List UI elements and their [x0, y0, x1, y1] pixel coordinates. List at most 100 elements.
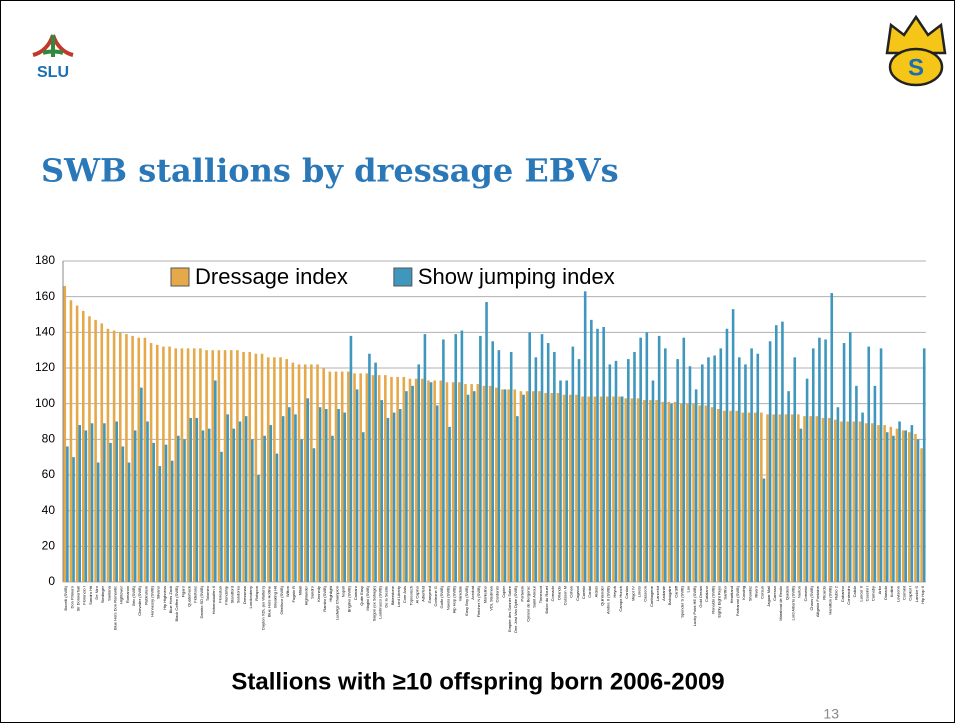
bar	[664, 348, 667, 582]
bar	[747, 412, 751, 582]
bar	[263, 435, 266, 582]
bar	[211, 350, 215, 582]
bar	[396, 376, 399, 582]
bar	[799, 428, 803, 582]
x-tick-label: Highlight	[328, 585, 333, 601]
bar	[439, 380, 443, 582]
bar	[904, 430, 908, 582]
x-tick-label: Ludwigs Champion	[334, 586, 339, 620]
bar	[885, 432, 889, 582]
page-number: 13	[823, 706, 839, 722]
bar	[731, 309, 735, 582]
x-tick-label: Corsun	[760, 586, 765, 599]
bar	[121, 446, 125, 582]
x-tick-label: Rambo (SWB)	[322, 585, 327, 611]
x-tick-label: Blue Hors Zack	[168, 586, 173, 613]
bar	[63, 285, 67, 582]
x-tick-label: Heyoh	[612, 586, 617, 598]
x-tick-label: Sandro Hit	[88, 585, 93, 605]
bar	[618, 396, 621, 582]
bar	[892, 435, 895, 582]
bar	[359, 373, 362, 582]
x-tick-label: Dayton XDL (ex Walters)	[260, 585, 265, 630]
slide-title: SWB stallions by dressage EBVs	[41, 152, 619, 190]
bar	[735, 410, 738, 582]
x-tick-label: Carsson M	[562, 586, 567, 605]
bar	[830, 293, 834, 582]
x-tick-label: Easy Boy (SWB)	[464, 585, 469, 615]
x-tick-label: Lancer II	[858, 586, 863, 602]
x-tick-label: Chevalier (SWB)	[137, 585, 142, 615]
x-tick-label: Cordal	[587, 586, 592, 598]
bar	[713, 355, 716, 582]
x-tick-label: Jaguar Mail	[766, 586, 771, 607]
bar	[479, 335, 482, 582]
bar	[503, 389, 507, 582]
bar	[686, 403, 689, 582]
x-tick-label: Eighty Eight Reys	[717, 586, 722, 618]
x-tick-label: Lucky Point HE (SWB)	[692, 585, 697, 626]
bar	[368, 353, 371, 582]
bar	[322, 368, 325, 582]
slu-logo: SLU	[32, 34, 74, 81]
bar	[525, 391, 529, 582]
bar	[871, 423, 874, 582]
y-tick-label: 60	[42, 467, 56, 481]
x-tick-label: Heartland	[729, 586, 734, 603]
bar	[840, 421, 843, 582]
x-tick-label: Standford	[230, 586, 235, 603]
bar	[174, 348, 178, 582]
x-tick-label: Kolibri	[889, 586, 894, 597]
bar	[380, 400, 384, 582]
bar	[398, 409, 402, 582]
bar	[294, 414, 297, 582]
bar	[445, 382, 449, 582]
bar	[168, 346, 171, 582]
bar	[303, 364, 307, 582]
bar	[223, 350, 227, 582]
x-tick-label: Rubinstein	[143, 586, 148, 605]
x-tick-label: Blue Hors Hotline	[267, 585, 272, 617]
x-tick-label: Friendship	[223, 585, 228, 604]
x-tick-label: Carthagene	[649, 585, 654, 607]
bar	[257, 475, 260, 582]
bar	[158, 466, 162, 582]
x-tick-label: Mitall	[297, 586, 302, 595]
x-tick-label: Bocelli (SWB)	[63, 585, 68, 610]
x-tick-label: Tinnescot	[538, 585, 543, 603]
bar	[898, 421, 901, 582]
x-tick-label: Londonderry	[248, 586, 253, 608]
bar	[620, 396, 624, 582]
legend-label: Show jumping index	[418, 264, 615, 289]
bar	[910, 425, 914, 582]
bar	[186, 348, 190, 582]
x-tick-label: Cantus	[624, 586, 629, 599]
x-tick-label: Hohenstaufen II	[211, 586, 216, 614]
y-tick-label: 120	[35, 360, 55, 374]
bar	[667, 401, 671, 582]
bar	[242, 351, 245, 582]
x-tick-label: Quintender	[599, 585, 604, 605]
x-tick-label: Wilton	[285, 586, 290, 597]
bar	[421, 378, 424, 582]
bar	[762, 478, 766, 582]
bar	[661, 401, 665, 582]
x-tick-label: Ganymed	[427, 586, 432, 603]
bar	[331, 435, 334, 582]
x-tick-label: Vanidale	[458, 585, 463, 601]
y-tick-label: 160	[35, 289, 55, 303]
x-tick-label: Obelisco (SWB)	[279, 585, 284, 614]
bar	[146, 421, 149, 582]
x-tick-label: Cardento	[495, 585, 500, 602]
bar	[100, 323, 104, 582]
x-tick-label: Alligator Fontaine	[815, 585, 820, 617]
x-tick-label: Calido	[852, 585, 857, 597]
x-tick-label: Landor S	[914, 586, 919, 603]
bar	[682, 337, 686, 582]
bar	[914, 433, 917, 582]
bar	[509, 351, 513, 582]
bar	[328, 371, 332, 582]
bar	[544, 392, 547, 582]
bar	[310, 364, 313, 582]
